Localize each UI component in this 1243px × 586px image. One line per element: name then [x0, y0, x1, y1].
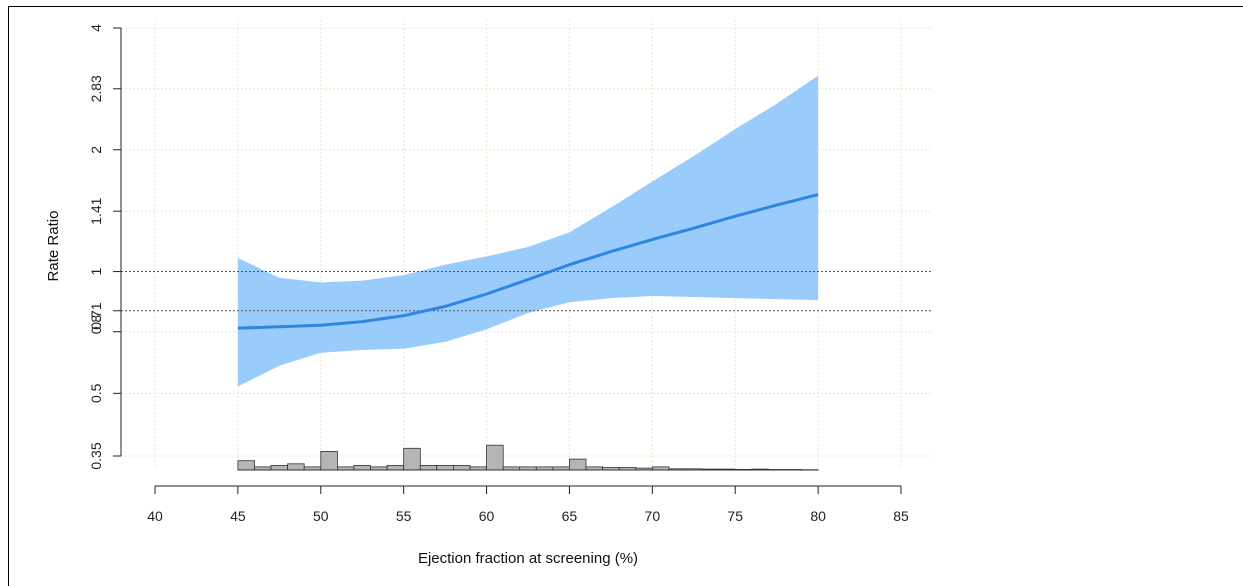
x-tick-label: 60: [479, 508, 495, 524]
x-tick-label: 45: [230, 508, 246, 524]
confidence-band: [238, 76, 818, 387]
x-tick-label: 50: [313, 508, 329, 524]
histogram-bar: [453, 465, 470, 470]
confidence-band-area: [238, 76, 818, 387]
histogram-bar: [404, 448, 421, 470]
histogram-bar: [238, 461, 255, 470]
y-tick-label: 1.41: [88, 197, 104, 224]
histogram-bar: [321, 451, 338, 470]
y-tick-label: 2: [88, 146, 104, 154]
histogram-bar: [569, 459, 586, 470]
y-tick-label: 4: [88, 24, 104, 32]
histogram: [238, 445, 818, 470]
x-tick-label: 85: [893, 508, 909, 524]
x-tick-label: 70: [645, 508, 661, 524]
x-tick-label: 75: [727, 508, 743, 524]
histogram-bar: [437, 465, 454, 470]
x-tick-label: 40: [147, 508, 163, 524]
x-axis-title: Ejection fraction at screening (%): [418, 550, 638, 567]
y-tick-label: 0.5: [88, 383, 104, 403]
y-tick-label: 0.8: [88, 315, 104, 335]
x-tick-label: 55: [396, 508, 412, 524]
histogram-bar: [288, 464, 305, 470]
histogram-bar: [271, 465, 288, 470]
y-tick-label: 0.35: [88, 442, 104, 469]
y-tick-label: 2.83: [88, 75, 104, 102]
x-tick-label: 65: [562, 508, 578, 524]
histogram-bar: [387, 465, 404, 470]
histogram-bar: [354, 465, 371, 470]
y-tick-label: 1: [88, 267, 104, 275]
x-tick-label: 80: [810, 508, 826, 524]
histogram-bar: [420, 465, 437, 470]
histogram-bar: [487, 445, 504, 470]
y-axis-title: Rate Ratio: [45, 211, 62, 282]
